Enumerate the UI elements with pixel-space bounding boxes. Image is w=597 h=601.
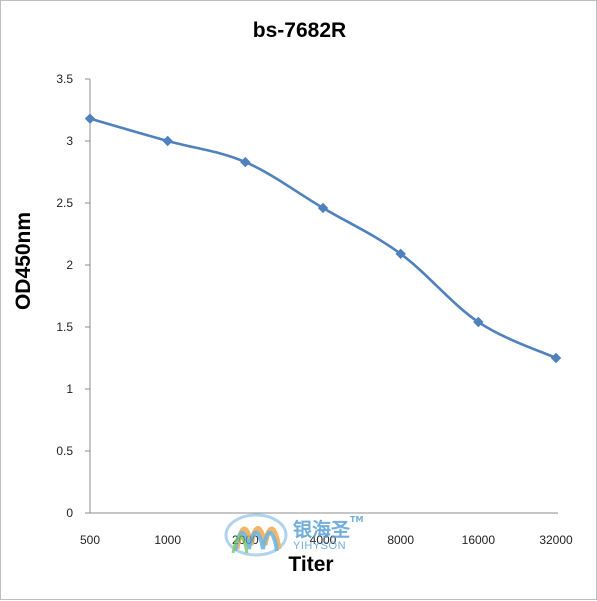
watermark-trademark: TM (350, 515, 364, 524)
y-tick-labels: 0 0.5 1 1.5 2 2.5 3 3.5 (56, 72, 73, 520)
watermark-english-text: YIHYSON (293, 540, 347, 552)
data-point (317, 202, 329, 214)
chart-title: bs-7682R (252, 19, 347, 42)
x-tick-label: 32000 (539, 533, 573, 547)
y-tick-label: 0 (66, 506, 73, 520)
series-group (84, 113, 562, 364)
x-tick-label: 1000 (154, 533, 181, 547)
x-tick-label: 8000 (387, 533, 414, 547)
watermark-chinese-text: 银海圣 (293, 519, 351, 541)
data-point (162, 135, 173, 147)
data-point (550, 352, 562, 364)
y-axis-label: OD450nm (12, 211, 35, 311)
y-tick-label: 0.5 (56, 444, 73, 458)
data-point (84, 113, 96, 124)
series-line (89, 117, 557, 360)
y-tick-label: 3 (66, 134, 73, 148)
watermark-emblem-icon (224, 513, 288, 557)
x-tick-label: 16000 (462, 533, 496, 547)
data-point (473, 316, 484, 328)
y-tick-label: 1 (66, 382, 73, 396)
y-tick-label: 3.5 (56, 72, 73, 86)
watermark-logo: 银海圣TM YIHYSON (223, 511, 383, 557)
data-point (240, 156, 251, 168)
x-tick-label: 500 (80, 533, 100, 547)
x-tick-label: 4000 (310, 533, 337, 547)
y-tick-label: 2.5 (56, 196, 73, 210)
y-tick-label: 1.5 (56, 320, 73, 334)
y-tick-label: 2 (66, 258, 73, 272)
axes (85, 78, 558, 514)
data-point (395, 248, 406, 260)
x-axis-label: Titer (288, 553, 334, 576)
